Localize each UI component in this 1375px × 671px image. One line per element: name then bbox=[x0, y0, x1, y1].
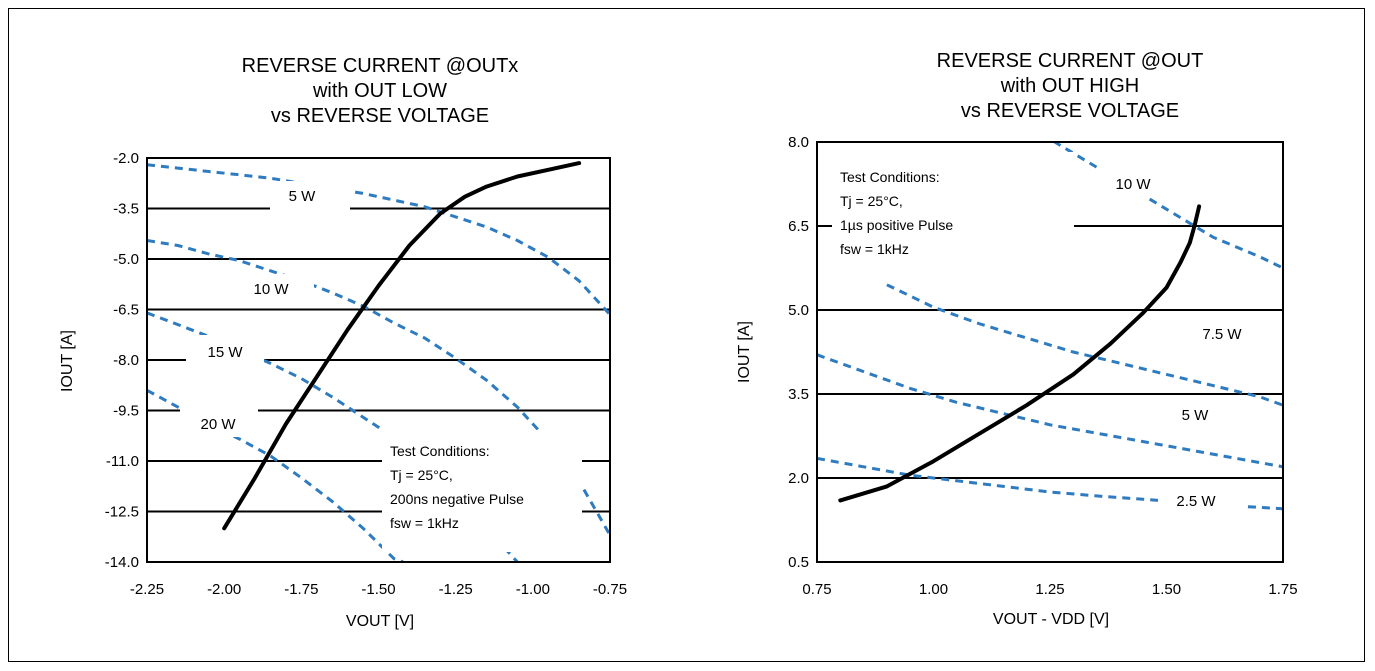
left-title-line-2: with OUT LOW bbox=[312, 80, 447, 102]
right-power-label-2-5w: 2.5 W bbox=[1176, 493, 1216, 510]
left-plot-border bbox=[146, 157, 611, 563]
right-x-tick-label: 1.75 bbox=[1268, 581, 1297, 598]
right-note-line-1: Test Conditions: bbox=[840, 169, 940, 185]
right-power-label-5w: 5 W bbox=[1182, 407, 1210, 424]
right-plot-area-border bbox=[816, 141, 1284, 563]
left-label-bg-20w bbox=[180, 405, 258, 437]
left-x-tick-label: -1.25 bbox=[439, 581, 473, 598]
right-label-bg-5w bbox=[1168, 400, 1244, 430]
right-y-axis-label: IOUT [A] bbox=[736, 321, 753, 383]
left-y-tick-label: -5.0 bbox=[113, 251, 139, 268]
left-y-tick-label: -14.0 bbox=[105, 554, 139, 571]
left-title-line-1: REVERSE CURRENT @OUTx bbox=[242, 55, 519, 77]
right-x-axis-label: VOUT - VDD [V] bbox=[993, 611, 1109, 628]
left-power-curve-10w bbox=[147, 239, 610, 536]
left-power-label-5w: 5 W bbox=[289, 188, 317, 205]
left-plot-area-border bbox=[146, 157, 611, 563]
left-y-tick-label: -11.0 bbox=[106, 453, 139, 470]
right-y-tick-label: 5.0 bbox=[788, 302, 809, 319]
right-label-bg-7-5w bbox=[1185, 318, 1263, 350]
right-power-label-10w: 10 W bbox=[1115, 176, 1151, 193]
left-power-curve-5w bbox=[147, 163, 610, 316]
right-y-tick-label: 3.5 bbox=[788, 386, 809, 403]
left-x-tick-label: -2.25 bbox=[130, 581, 164, 598]
left-y-tick-label: -6.5 bbox=[113, 302, 139, 319]
right-power-curve-5w bbox=[817, 353, 1283, 469]
right-plot-border bbox=[816, 141, 1284, 563]
left-x-tick-label: -2.00 bbox=[207, 581, 241, 598]
left-power-label-15w: 15 W bbox=[207, 344, 243, 361]
right-tick-labels: 0.5 2.0 3.5 5.0 6.5 8.0 0.75 1.00 1.25 1.50 1.75 bbox=[788, 134, 1297, 598]
right-y-tick-label: 2.0 bbox=[788, 470, 809, 487]
left-current-curve bbox=[222, 161, 582, 531]
left-note-line-1: Test Conditions: bbox=[390, 443, 490, 459]
left-y-axis-label: IOUT [A] bbox=[59, 330, 76, 392]
left-current-series-line bbox=[222, 161, 582, 531]
right-note-bg bbox=[832, 152, 1074, 270]
right-title-line-3: vs REVERSE VOLTAGE bbox=[961, 100, 1179, 122]
right-power-curve-7-5w bbox=[886, 283, 1283, 407]
right-note-line-4: fsw = 1kHz bbox=[840, 241, 909, 257]
left-note-line-2: Tj = 25°C, bbox=[390, 467, 453, 483]
right-x-tick-label: 1.25 bbox=[1035, 581, 1064, 598]
left-y-tick-label: -2.0 bbox=[113, 150, 139, 167]
left-x-tick-label: -0.75 bbox=[593, 581, 627, 598]
right-x-tick-label: 0.75 bbox=[802, 581, 831, 598]
left-y-tick-label: -9.5 bbox=[113, 403, 139, 420]
left-note-line-4: fsw = 1kHz bbox=[390, 515, 459, 531]
left-y-tick-label: -12.5 bbox=[105, 504, 139, 521]
right-note-line-3: 1µs positive Pulse bbox=[840, 217, 953, 233]
left-label-bg-10w bbox=[228, 274, 314, 304]
left-tick-labels: -2.0 -3.5 -5.0 -6.5 -8.0 -9.5 -11.0 -12.5 -14.0 -… bbox=[105, 150, 627, 598]
right-current-curve bbox=[838, 204, 1202, 503]
left-power-curves bbox=[147, 163, 610, 562]
left-x-tick-label: -1.00 bbox=[516, 581, 550, 598]
right-x-tick-label: 1.00 bbox=[919, 581, 948, 598]
left-label-bg-15w bbox=[186, 335, 264, 370]
left-y-tick-label: -3.5 bbox=[113, 201, 139, 218]
right-y-tick-label: 8.0 bbox=[788, 134, 809, 151]
right-current-series-line bbox=[838, 204, 1202, 503]
left-power-label-10w: 10 W bbox=[253, 281, 289, 298]
chart-left: REVERSE CURRENT @OUTx with OUT LOW vs RE… bbox=[59, 55, 627, 630]
left-x-tick-label: -1.50 bbox=[361, 581, 395, 598]
chart-right: REVERSE CURRENT @OUT with OUT HIGH vs RE… bbox=[736, 50, 1298, 628]
figure-frame bbox=[8, 8, 1365, 662]
right-title-line-2: with OUT HIGH bbox=[1000, 75, 1140, 97]
left-note-bg bbox=[382, 430, 582, 552]
right-label-bg-10w bbox=[1100, 168, 1180, 198]
right-label-bg-2-5w bbox=[1158, 486, 1242, 516]
left-y-tick-label: -8.0 bbox=[113, 352, 139, 369]
left-title-line-3: vs REVERSE VOLTAGE bbox=[271, 105, 489, 127]
right-y-tick-label: 6.5 bbox=[788, 218, 809, 235]
left-x-tick-label: -1.75 bbox=[284, 581, 318, 598]
right-title-line-1: REVERSE CURRENT @OUT bbox=[937, 50, 1204, 72]
left-label-bg-5w bbox=[270, 181, 350, 211]
right-power-curves bbox=[817, 142, 1283, 511]
left-power-curve-20w bbox=[147, 388, 404, 562]
right-x-tick-label: 1.50 bbox=[1152, 581, 1181, 598]
left-note-line-3: 200ns negative Pulse bbox=[390, 491, 524, 507]
right-power-label-7-5w: 7.5 W bbox=[1202, 326, 1242, 343]
right-y-tick-label: 0.5 bbox=[788, 554, 809, 571]
left-power-curve-15w bbox=[147, 311, 519, 562]
right-note-line-2: Tj = 25°C, bbox=[840, 193, 903, 209]
left-power-label-20w: 20 W bbox=[200, 416, 236, 433]
left-x-axis-label: VOUT [V] bbox=[346, 613, 414, 630]
